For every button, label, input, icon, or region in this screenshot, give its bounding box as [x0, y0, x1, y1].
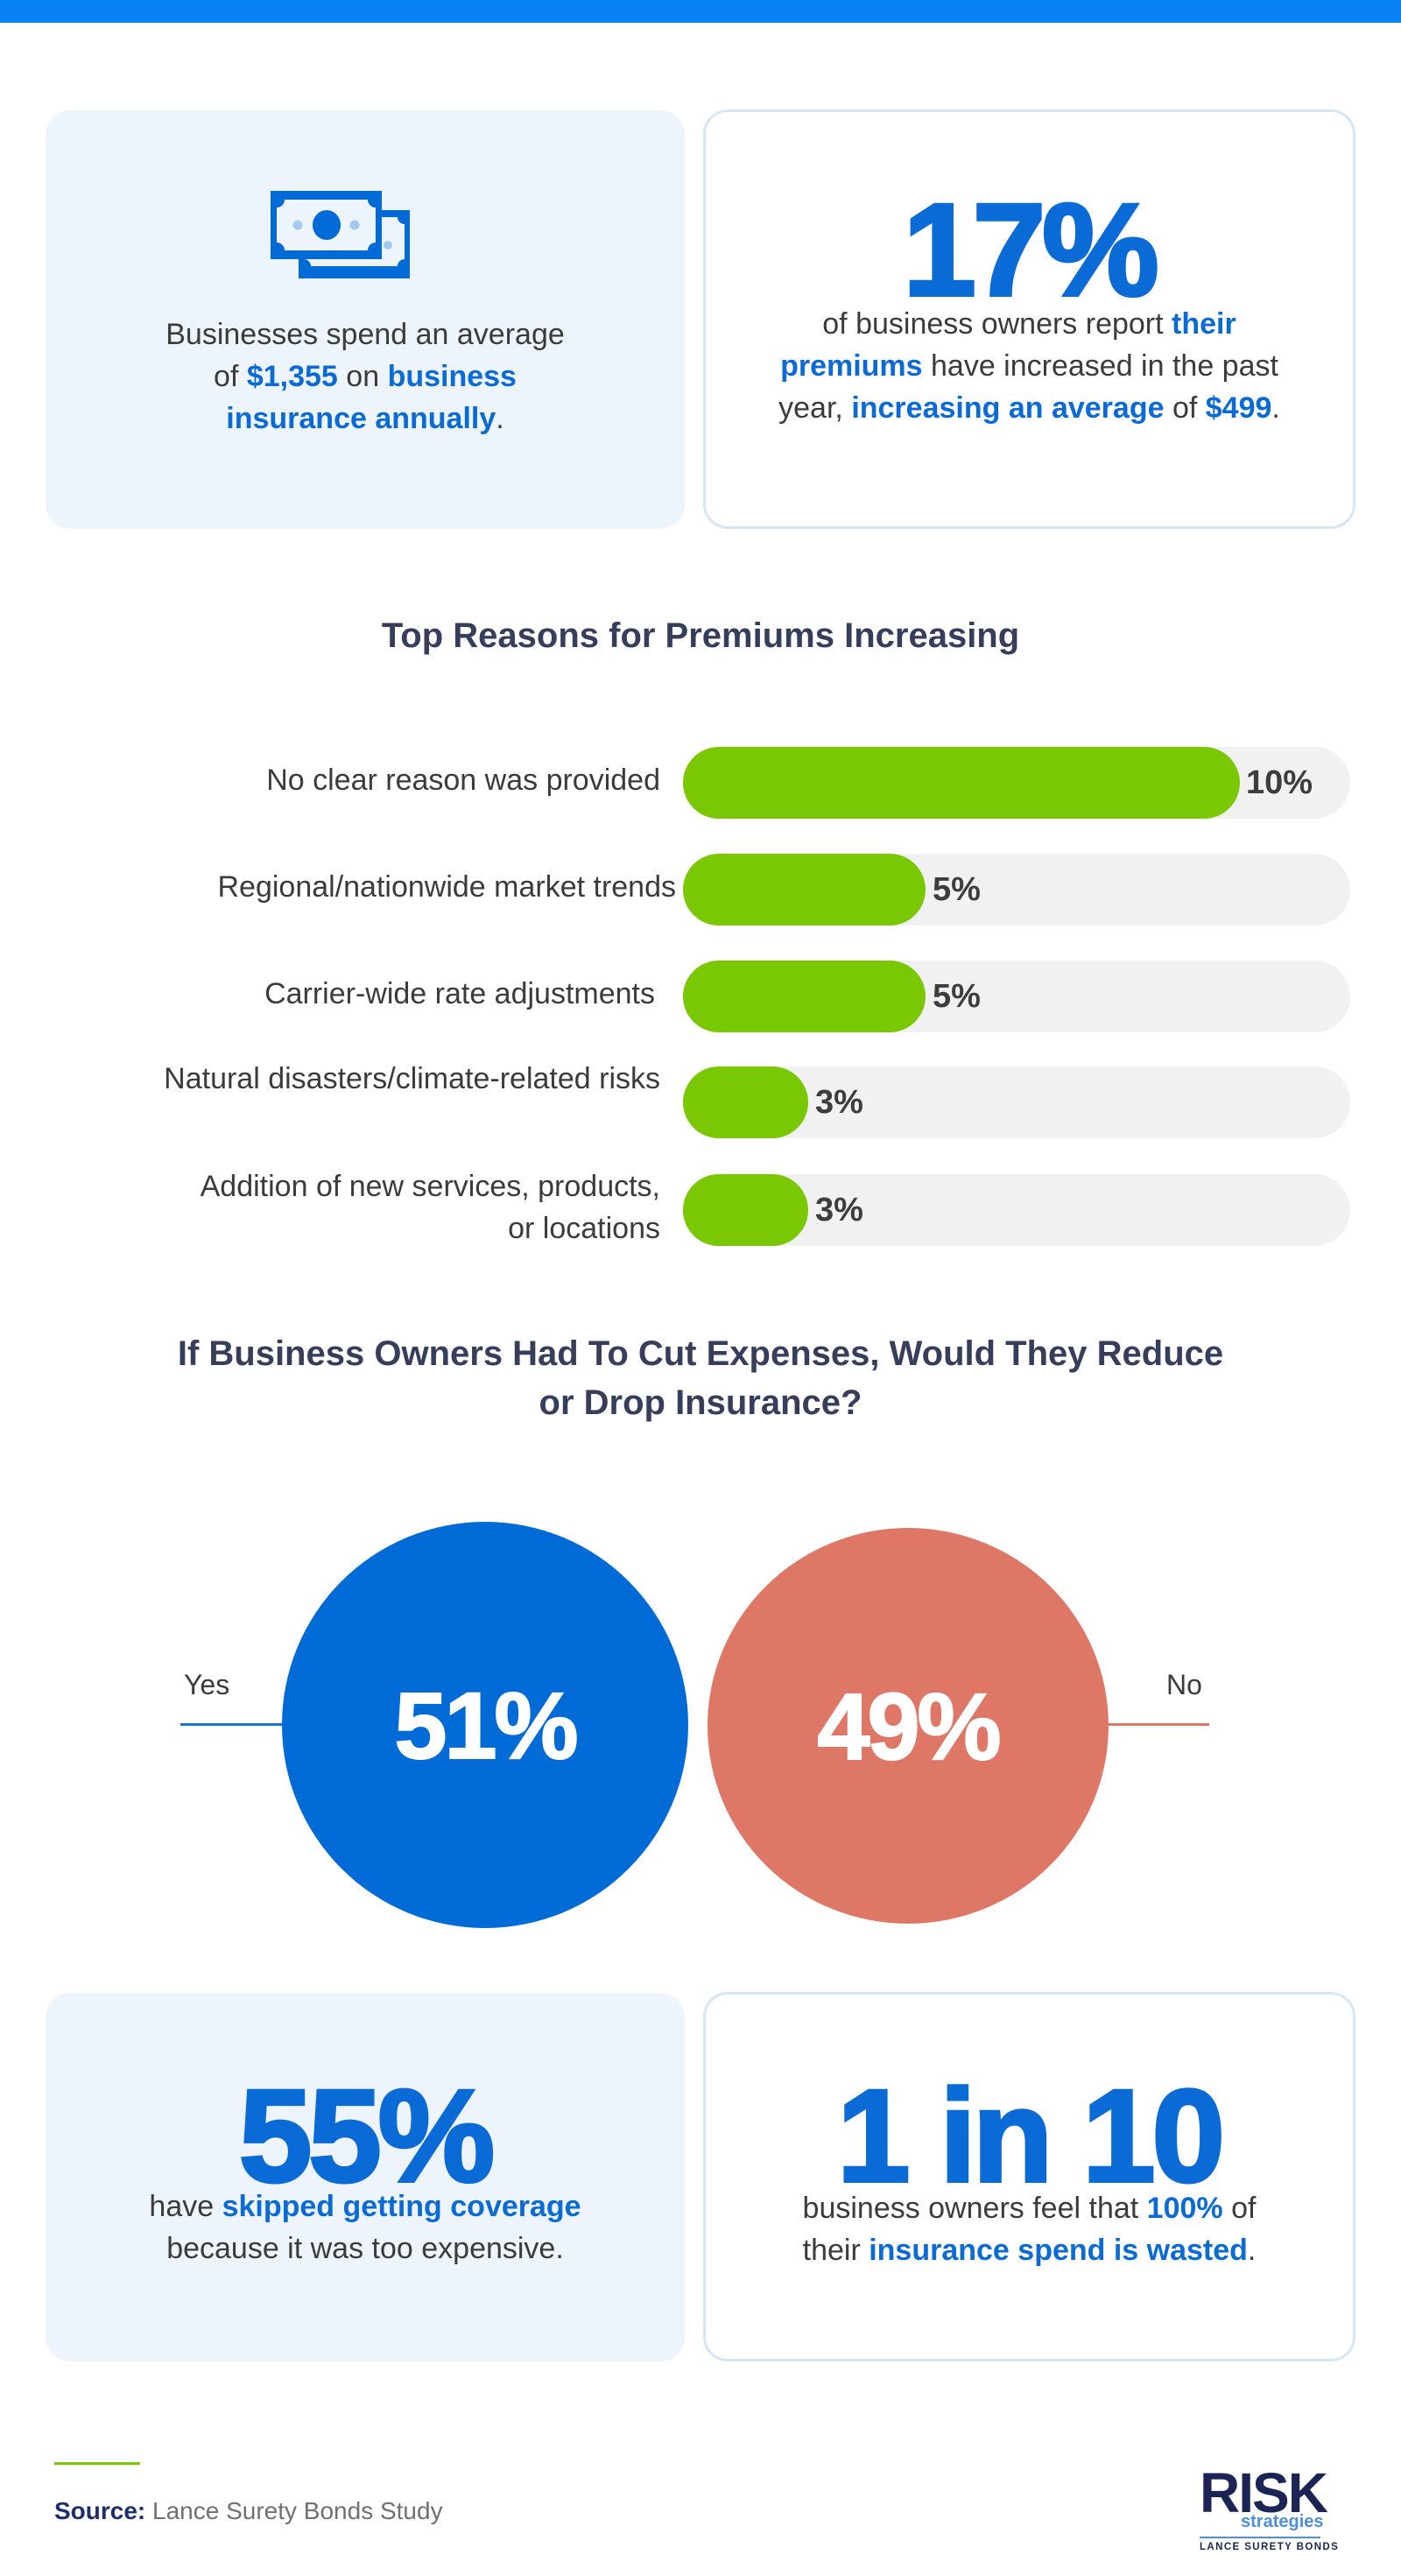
- bar-value: 3%: [815, 1192, 863, 1228]
- bar-row-natural-disasters: Natural disasters/climate-related risks …: [0, 1062, 1401, 1138]
- stat-card-wasted-spend: 1 in 10 business owners feel that 100% o…: [703, 1992, 1355, 2361]
- bar-fill: [683, 747, 1240, 819]
- no-leader-line: [1105, 1723, 1209, 1726]
- logo-divider: [1200, 2537, 1320, 2538]
- no-label: No: [1166, 1669, 1202, 1700]
- bar-track: 5%: [683, 961, 1350, 1032]
- bar-track: 5%: [683, 854, 1350, 926]
- bar-fill: [683, 1066, 808, 1138]
- logo-subtitle: strategies: [1241, 2512, 1324, 2531]
- annual-spend-text: Businesses spend an average of $1,355 on…: [165, 318, 565, 435]
- yes-leader-line: [180, 1723, 294, 1726]
- source-accent-rule: [54, 2462, 140, 2465]
- stat-card-skipped-coverage: 55% have skipped getting coverage becaus…: [46, 1993, 685, 2361]
- bar-row-market-trends: Regional/nationwide market trends 5%: [0, 854, 1401, 926]
- bar-track: 3%: [683, 1066, 1350, 1138]
- bar-value: 3%: [815, 1084, 863, 1121]
- bar-track: 3%: [683, 1174, 1350, 1246]
- bar-track: 10%: [683, 747, 1350, 819]
- reasons-chart-title: Top Reasons for Premiums Increasing: [381, 616, 1020, 655]
- money-bills-icon: [271, 191, 410, 278]
- skipped-coverage-text: have skipped getting coverage because it…: [149, 2190, 581, 2265]
- bar-value: 5%: [933, 871, 981, 908]
- no-circle: 49%: [708, 1528, 1109, 1924]
- stat-card-annual-spend: Businesses spend an average of $1,355 on…: [46, 110, 685, 529]
- bar-label: Natural disasters/climate-related risks: [164, 1062, 660, 1095]
- wasted-spend-stat: 1 in 10: [835, 2062, 1227, 2209]
- cut-expenses-title: If Business Owners Had To Cut Expenses, …: [177, 1334, 1224, 1422]
- source-citation: Source: Lance Surety Bonds Study: [54, 2497, 443, 2524]
- wasted-spend-text: business owners feel that 100% of their …: [802, 2192, 1257, 2267]
- bar-fill: [683, 854, 926, 926]
- bar-fill: [683, 1174, 808, 1246]
- risk-strategies-logo: RISK strategies LANCE SURETY BONDS: [1195, 2461, 1338, 2561]
- bar-label: No clear reason was provided: [266, 764, 660, 797]
- yes-label: Yes: [184, 1669, 230, 1700]
- bar-label: Regional/nationwide market trends: [217, 870, 676, 904]
- bar-row-carrier-adjustments: Carrier-wide rate adjustments 5%: [0, 961, 1401, 1032]
- bar-value: 10%: [1246, 764, 1313, 801]
- logo-wordmark: RISK: [1200, 2461, 1328, 2524]
- bar-label: Carrier-wide rate adjustments: [264, 977, 655, 1010]
- yes-circle: 51%: [282, 1522, 688, 1928]
- stat-card-premium-increase: 17% of business owners report their prem…: [703, 109, 1355, 529]
- top-accent-bar: [0, 0, 1401, 23]
- bar-value: 5%: [933, 978, 981, 1015]
- logo-tagline: LANCE SURETY BONDS: [1200, 2542, 1340, 2552]
- bar-row-no-clear-reason: No clear reason was provided 10%: [0, 747, 1401, 819]
- premium-increase-stat: 17%: [901, 176, 1160, 323]
- bar-row-new-services: Addition of new services, products, or l…: [0, 1170, 1401, 1246]
- bar-label: Addition of new services, products, or l…: [200, 1170, 660, 1245]
- premium-increase-text: of business owners report their premiums…: [778, 307, 1280, 425]
- skipped-coverage-stat: 55%: [237, 2062, 496, 2209]
- bar-fill: [683, 961, 926, 1032]
